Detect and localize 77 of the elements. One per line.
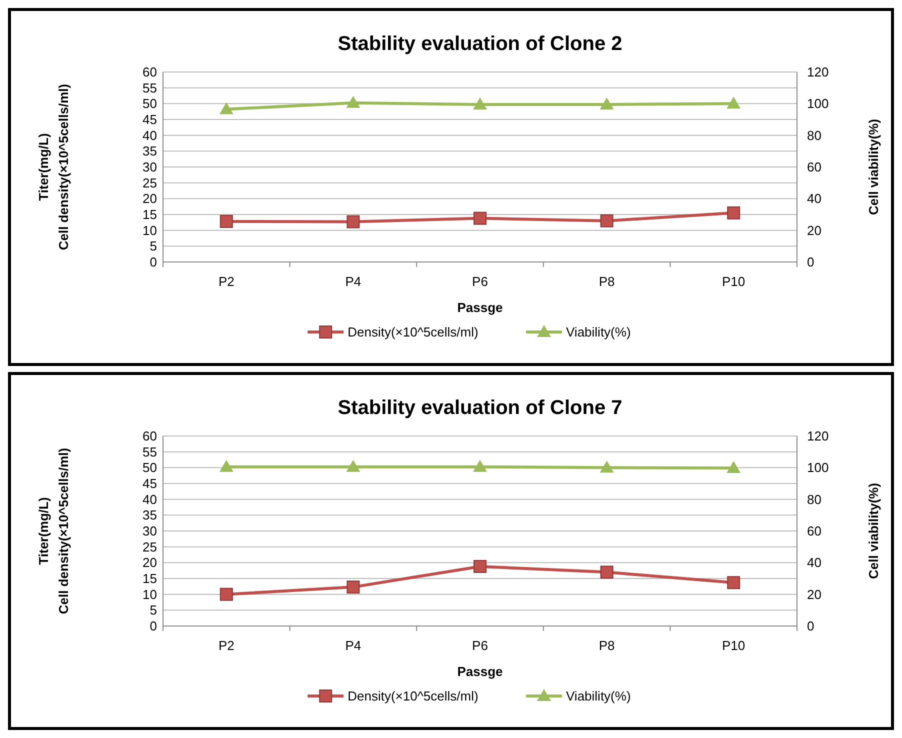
y2-tick-label: 100 — [807, 96, 829, 112]
y-tick-label: 25 — [142, 175, 157, 190]
point — [220, 588, 233, 601]
y2-tick-label: 120 — [807, 428, 829, 444]
point — [346, 96, 360, 108]
point — [346, 580, 360, 594]
y2-tick-label: 20 — [807, 222, 822, 238]
legend-label: Density(×10^5cells/ml) — [348, 324, 478, 340]
point — [727, 206, 740, 220]
y-tick-label: 35 — [142, 508, 157, 523]
chart-title: Stability evaluation of Clone 7 — [338, 397, 622, 419]
y2-tick-label: 80 — [807, 492, 822, 507]
x-axis-title: Passge — [457, 300, 503, 315]
y-tick-label: 10 — [142, 222, 157, 238]
y-axis-title: Titer(mg/L) Cell density(×10^5cells/ml) — [36, 448, 71, 614]
y-tick-label: 45 — [142, 112, 157, 128]
y2-tick-label: 120 — [807, 64, 829, 80]
y-tick-label: 60 — [142, 64, 157, 80]
y2-tick-label: 60 — [807, 160, 822, 175]
y-tick-label: 55 — [142, 80, 157, 96]
point — [220, 214, 233, 228]
y2-tick-label: 0 — [807, 254, 814, 270]
y-tick-label: 30 — [142, 160, 157, 175]
point — [474, 212, 486, 225]
y-tick-label: 20 — [142, 191, 157, 206]
y-tick-label: 55 — [142, 444, 157, 460]
point — [600, 214, 614, 228]
y2-tick-label: 0 — [807, 618, 814, 634]
x-tick-label: P2 — [218, 274, 234, 289]
y-tick-label: 35 — [142, 144, 157, 159]
x-tick-label: P4 — [345, 638, 362, 653]
y-tick-label: 0 — [150, 618, 157, 634]
legend-label: Viability(%) — [566, 688, 631, 704]
y-tick-label: 50 — [142, 96, 157, 112]
y2-axis-title: Cell viability(%) — [866, 118, 881, 216]
point — [727, 576, 740, 590]
y2-tick-label: 60 — [807, 524, 822, 539]
y-tick-label: 20 — [142, 555, 157, 570]
y-tick-label: 5 — [150, 238, 157, 254]
y-tick-label: 30 — [142, 524, 157, 539]
y-tick-label: 15 — [142, 571, 157, 586]
x-tick-label: P6 — [472, 274, 488, 289]
y2-tick-label: 80 — [807, 128, 822, 143]
y-tick-label: 25 — [142, 539, 157, 554]
point — [346, 215, 360, 228]
y-tick-label: 0 — [150, 254, 157, 270]
legend-label: Density(×10^5cells/ml) — [348, 688, 478, 704]
x-tick-label: P8 — [598, 638, 615, 653]
y-tick-label: 45 — [142, 476, 157, 492]
y2-tick-label: 40 — [807, 191, 822, 206]
y-axis-title: Titer(mg/L) Cell density(×10^5cells/ml) — [36, 84, 71, 250]
y2-tick-label: 100 — [807, 460, 829, 476]
y-tick-label: 50 — [142, 460, 157, 476]
y-tick-label: 5 — [150, 602, 157, 618]
y-tick-label: 10 — [142, 586, 157, 602]
x-tick-label: P10 — [722, 638, 746, 653]
x-tick-label: P4 — [345, 274, 362, 289]
x-tick-label: P10 — [722, 274, 746, 289]
chart-title: Stability evaluation of Clone 2 — [338, 33, 622, 55]
y-tick-label: 40 — [142, 128, 157, 143]
point — [473, 97, 487, 110]
x-tick-label: P8 — [598, 274, 615, 289]
point — [219, 102, 234, 114]
point — [474, 560, 486, 573]
y-tick-label: 40 — [142, 492, 157, 507]
point — [600, 97, 614, 110]
y2-tick-label: 40 — [807, 555, 822, 570]
y-tick-label: 60 — [142, 428, 157, 444]
x-tick-label: P2 — [218, 638, 234, 653]
y2-axis-title: Cell viability(%) — [866, 482, 881, 580]
point — [726, 96, 741, 109]
legend-label: Viability(%) — [566, 324, 631, 340]
y2-tick-label: 20 — [807, 586, 822, 602]
x-tick-label: P6 — [472, 638, 488, 653]
point — [600, 566, 614, 579]
x-axis-title: Passge — [457, 664, 503, 679]
y-tick-label: 15 — [142, 207, 157, 222]
